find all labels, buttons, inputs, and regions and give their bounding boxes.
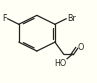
Text: Br: Br (67, 14, 76, 23)
Text: HO: HO (54, 59, 66, 68)
Text: O: O (78, 43, 84, 52)
Text: F: F (2, 14, 7, 23)
